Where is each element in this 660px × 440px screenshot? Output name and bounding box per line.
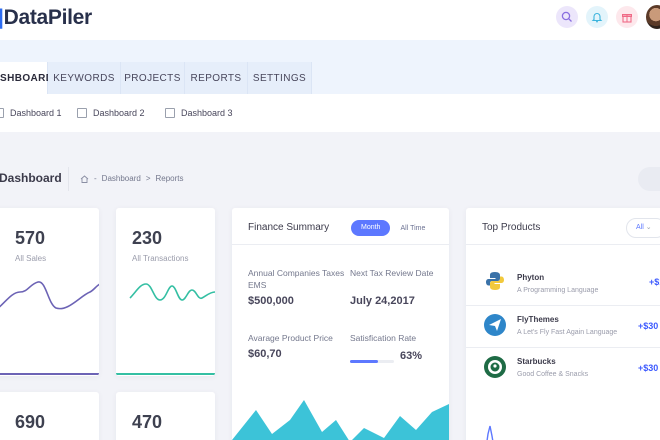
products-title: Top Products xyxy=(482,222,541,233)
toggle-month[interactable]: Month xyxy=(351,220,391,236)
finance-area-chart xyxy=(232,400,449,440)
product-price: +$30 xyxy=(638,321,659,331)
home-icon[interactable] xyxy=(80,174,89,183)
flythemes-logo xyxy=(484,314,506,336)
satisfaction-progress-fill xyxy=(350,360,378,363)
document-icon xyxy=(0,108,4,118)
fin-value: $500,000 xyxy=(248,295,294,307)
product-row[interactable]: Phyton A Programming Language +$1 xyxy=(466,263,660,304)
stat-value: 690 xyxy=(15,412,46,432)
fin-label: Next Tax Review Date xyxy=(350,268,434,278)
subnav-dashboard-2[interactable]: Dashboard 2 xyxy=(77,108,145,118)
breadcrumb-reports[interactable]: Reports xyxy=(155,174,184,183)
stat-label: All Transactions xyxy=(132,254,189,263)
product-price: +$1 xyxy=(649,277,660,287)
subnav-dashboard-3[interactable]: Dashboard 3 xyxy=(165,108,233,118)
top-header: |DataPiler xyxy=(0,0,660,40)
product-desc: Good Coffee & Snacks xyxy=(517,371,589,378)
stat-label: All Sales xyxy=(15,254,47,263)
brand-logo[interactable]: |DataPiler xyxy=(0,6,92,29)
stat-value: 230 xyxy=(132,228,163,248)
products-filter-dropdown[interactable]: All ⌄ xyxy=(626,218,660,238)
stat-card-3: 690 xyxy=(0,392,99,440)
breadcrumb-dashboard[interactable]: Dashboard xyxy=(101,174,141,183)
product-desc: A Let's Fly Fast Again Language xyxy=(517,329,618,336)
python-logo xyxy=(484,270,506,292)
product-name: Phyton xyxy=(517,273,545,282)
fin-label: Satisfication Rate xyxy=(350,333,417,343)
tab-dashboard[interactable]: SHBOARD xyxy=(0,62,53,94)
fin-value: July 24,2017 xyxy=(350,295,415,307)
stat-value: 570 xyxy=(15,228,46,248)
tab-keywords[interactable]: KEYWORDS xyxy=(48,62,121,94)
starbucks-logo xyxy=(484,356,506,378)
finance-title: Finance Summary xyxy=(248,222,330,233)
subnav-dashboard-1[interactable]: Dashboard 1 xyxy=(0,108,62,118)
toggle-all-time[interactable]: All Time xyxy=(400,224,426,232)
divider xyxy=(466,347,660,348)
period-toggle: Month All Time xyxy=(351,220,435,236)
product-row[interactable]: FlyThemes A Let's Fly Fast Again Languag… xyxy=(466,305,660,346)
search-icon[interactable] xyxy=(556,6,578,28)
product-price: +$30 xyxy=(638,363,659,373)
sub-navigation: Dashboard 1 Dashboard 2 Dashboard 3 xyxy=(0,94,660,132)
stat-card-sales: 570 All Sales xyxy=(0,208,99,376)
finance-summary-card: Finance Summary Month All Time Annual Co… xyxy=(232,208,449,440)
gift-icon[interactable] xyxy=(616,6,638,28)
product-row[interactable]: Starbucks Good Coffee & Snacks +$30 xyxy=(466,347,660,388)
divider xyxy=(232,244,449,245)
page-title: Dashboard xyxy=(0,171,62,185)
satisfaction-progress xyxy=(350,360,394,363)
document-icon xyxy=(165,108,175,118)
main-tabs: SHBOARD KEYWORDS PROJECTS REPORTS SETTIN… xyxy=(0,40,660,94)
transactions-sparkline xyxy=(116,283,215,375)
stat-value: 470 xyxy=(132,412,163,432)
breadcrumb: - Dashboard > Reports xyxy=(80,174,184,183)
tab-reports[interactable]: REPORTS xyxy=(185,62,248,94)
divider xyxy=(466,305,660,306)
product-desc: A Programming Language xyxy=(517,287,599,294)
user-avatar[interactable] xyxy=(646,5,660,29)
tab-settings[interactable]: SETTINGS xyxy=(248,62,312,94)
tab-projects[interactable]: PROJECTS xyxy=(121,62,185,94)
fin-label: Avarage Product Price xyxy=(248,333,333,343)
divider xyxy=(466,244,660,245)
document-icon xyxy=(77,108,87,118)
products-sparkline xyxy=(486,425,494,440)
fin-label: Annual Companies Taxes EMS xyxy=(248,268,345,290)
product-name: FlyThemes xyxy=(517,315,559,324)
stat-card-transactions: 230 All Transactions xyxy=(116,208,215,376)
bell-icon[interactable] xyxy=(586,6,608,28)
product-name: Starbucks xyxy=(517,357,556,366)
fin-value: 63% xyxy=(400,350,423,362)
stat-card-4: 470 xyxy=(116,392,215,440)
sales-sparkline xyxy=(0,281,99,375)
top-products-card: Top Products All ⌄ Phyton A Programming … xyxy=(466,208,660,440)
divider xyxy=(68,167,69,191)
date-picker-button[interactable] xyxy=(638,167,660,191)
fin-value: $60,70 xyxy=(248,348,282,360)
